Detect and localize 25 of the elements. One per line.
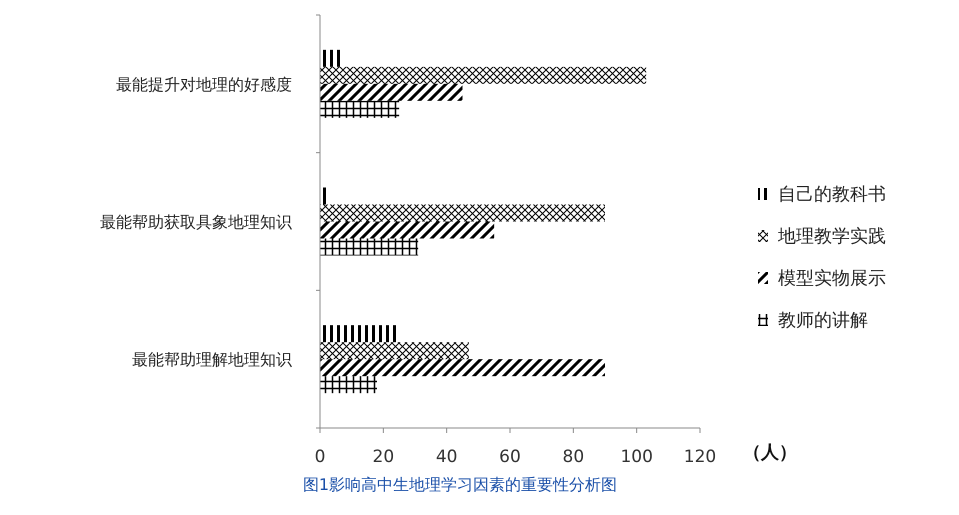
bar <box>320 204 605 222</box>
legend-label: 教师的讲解 <box>778 310 868 331</box>
legend-label: 地理教学实践 <box>777 226 886 247</box>
x-tick-label: 0 <box>314 447 326 467</box>
x-axis-title: （人） <box>743 442 797 463</box>
x-tick-label: 120 <box>684 447 716 467</box>
bar <box>320 222 494 238</box>
x-tick-label: 20 <box>372 447 394 467</box>
bar <box>320 376 377 394</box>
y-tick-label: 最能提升对地理的好感度 <box>116 74 292 94</box>
bar <box>320 342 469 360</box>
x-tick-label: 40 <box>436 447 458 467</box>
bar <box>320 84 462 101</box>
legend-label: 自己的教科书 <box>778 184 886 205</box>
x-tick-label: 80 <box>562 447 584 467</box>
bar <box>320 359 605 376</box>
x-tick-label: 100 <box>620 447 653 467</box>
bar <box>320 100 400 118</box>
bar <box>320 238 418 256</box>
y-tick-label: 最能帮助获取具象地理知识 <box>100 212 292 232</box>
bar <box>320 66 646 84</box>
legend-label: 模型实物展示 <box>778 268 886 289</box>
x-tick-label: 60 <box>499 447 521 467</box>
text: 图1影响高中生地理学习因素的重要性分析图 <box>302 475 618 494</box>
y-tick-label: 最能帮助理解地理知识 <box>132 350 292 370</box>
